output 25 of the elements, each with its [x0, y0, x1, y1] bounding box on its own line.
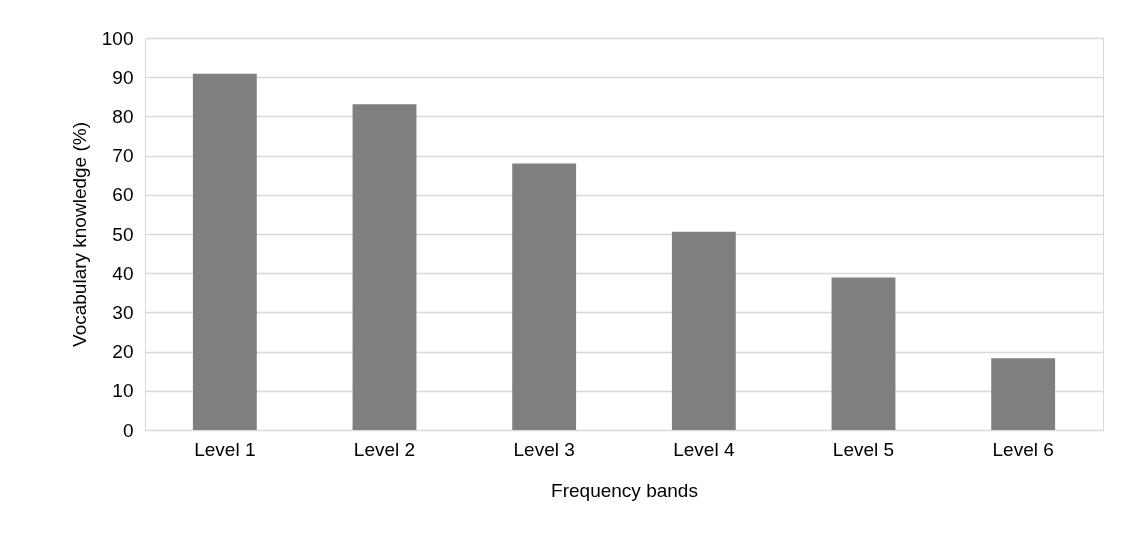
y-axis-title: Vocabulary knowledge (%): [68, 122, 90, 347]
y-tick-label: 60: [112, 184, 134, 206]
x-tick-label: Level 4: [673, 438, 735, 460]
y-tick-label: 80: [112, 105, 134, 127]
bar: [352, 104, 417, 430]
y-tick-label: 40: [112, 262, 134, 284]
x-tick-label: Level 5: [832, 438, 895, 460]
x-tick-label: Level 6: [992, 438, 1054, 460]
bar: [831, 277, 896, 430]
y-tick-label: 50: [112, 223, 134, 245]
y-tick-label: 90: [112, 66, 134, 88]
y-tick-label: 10: [112, 380, 134, 402]
x-tick-label: Level 1: [194, 438, 256, 460]
y-tick-label: 30: [112, 301, 134, 323]
bar: [512, 163, 577, 430]
x-tick-label: Level 3: [513, 438, 575, 460]
bar: [991, 358, 1056, 430]
x-tick-label: Level 2: [353, 438, 416, 460]
bar: [671, 231, 736, 430]
y-tick-label: 20: [112, 341, 134, 363]
bar: [192, 73, 257, 430]
y-tick-label: 70: [112, 145, 134, 167]
x-axis-title: Frequency bands: [551, 479, 698, 501]
y-tick-label: 100: [101, 27, 134, 49]
y-tick-label: 0: [122, 419, 134, 441]
